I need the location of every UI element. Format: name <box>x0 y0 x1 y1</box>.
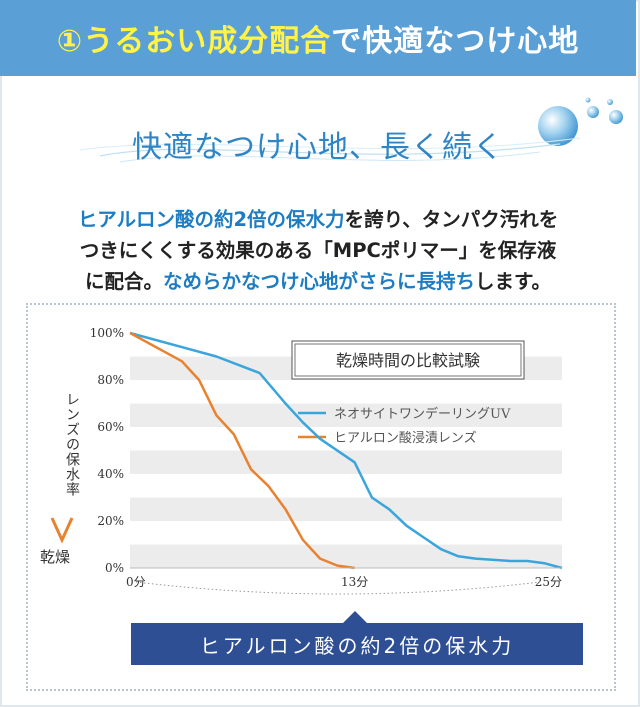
subtitle-area: 快適なつけ心地、長く続く <box>0 118 636 168</box>
desc-line1-blue: ヒアルロン酸の約2倍の保水力 <box>77 208 345 231</box>
wave-lines-decoration <box>79 137 581 163</box>
chart-box <box>26 303 616 691</box>
header-banner: ①うるおい成分配合 で快適なつけ心地 <box>0 0 636 76</box>
header-title-rest: で快適なつけ心地 <box>331 24 580 59</box>
desc-line2: つきにくくする効果のある「MPCポリマー」を保存液 <box>79 239 557 262</box>
water-drop-icon <box>538 97 623 146</box>
desc-line1-rest: を誇り、タンパク汚れを <box>344 208 559 231</box>
subtitle: 快適なつけ心地、長く続く <box>132 130 504 165</box>
desc-line3-post: します。 <box>474 270 552 293</box>
footer-label: ヒアルロン酸の約2倍の保水力 <box>199 633 515 658</box>
description: ヒアルロン酸の約2倍の保水力を誇り、タンパク汚れを つきにくくする効果のある「M… <box>0 204 636 297</box>
footer-label-bar: ヒアルロン酸の約2倍の保水力 <box>131 611 583 665</box>
desc-line3-pre: に配合。 <box>84 270 163 293</box>
header-title-highlight: ①うるおい成分配合 <box>56 24 332 59</box>
desc-line3-blue: なめらかなつけ心地がさらに長持ち <box>162 270 475 293</box>
